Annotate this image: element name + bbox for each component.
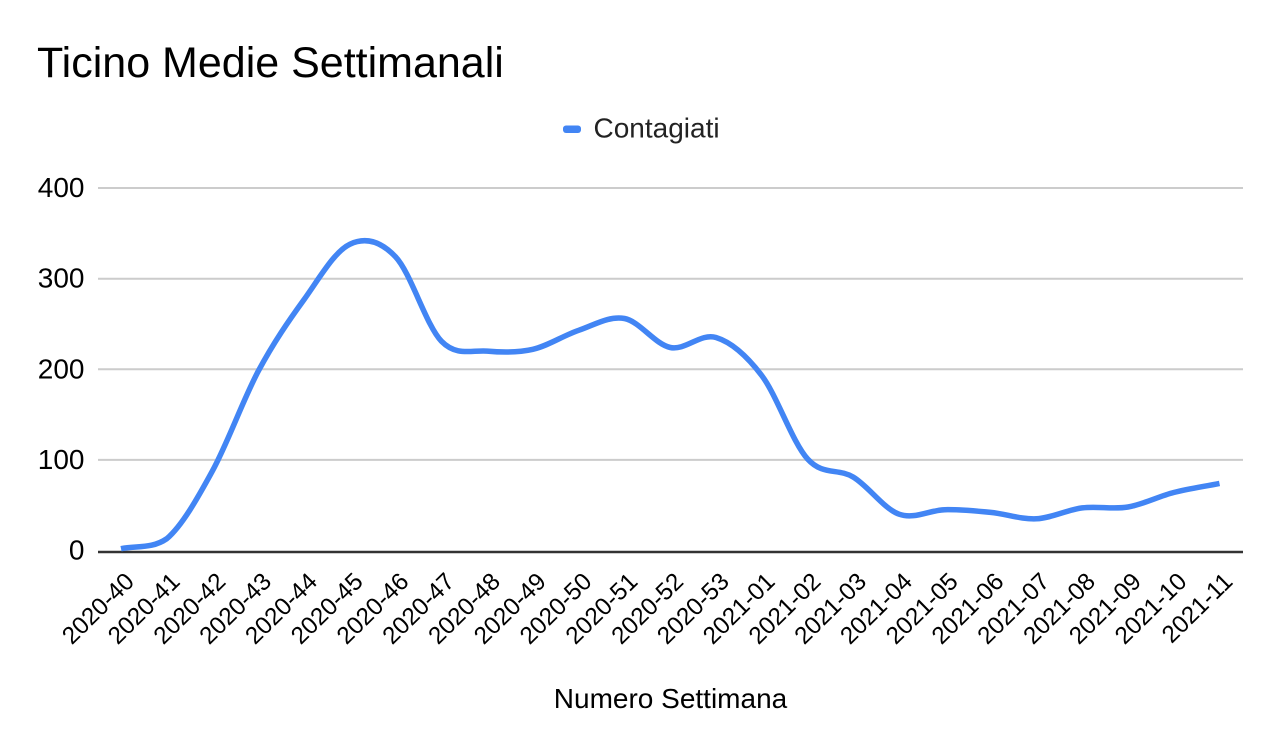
svg-text:300: 300	[38, 263, 85, 294]
svg-text:Numero Settimana: Numero Settimana	[554, 683, 788, 714]
svg-text:Contagiati: Contagiati	[594, 113, 720, 144]
svg-text:100: 100	[38, 444, 85, 475]
svg-text:200: 200	[38, 353, 85, 384]
svg-text:Ticino Medie Settimanali: Ticino Medie Settimanali	[37, 39, 504, 87]
svg-text:400: 400	[38, 172, 85, 203]
svg-text:0: 0	[69, 535, 85, 566]
